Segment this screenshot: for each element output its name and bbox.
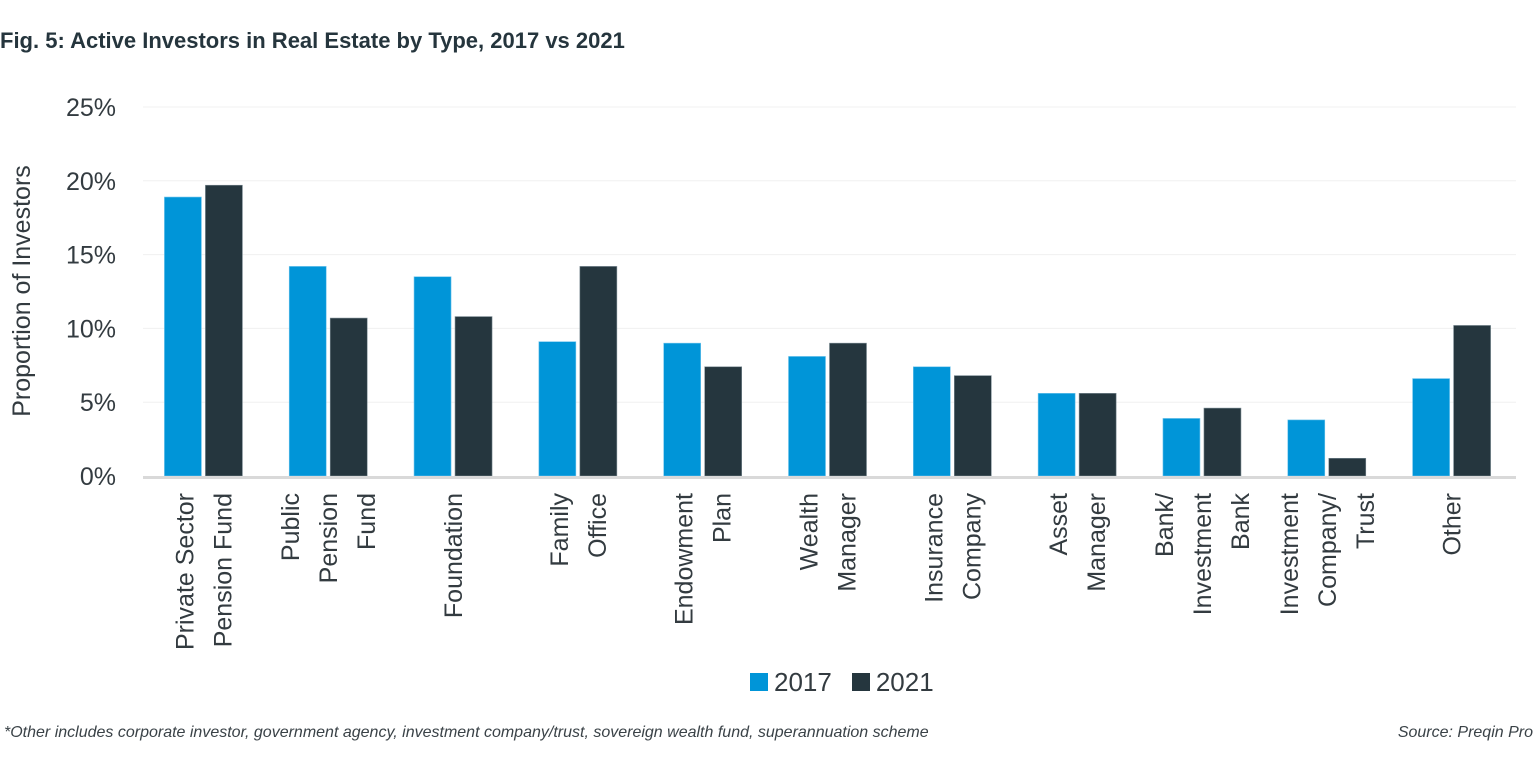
x-axis-labels: Private Sector Pension Fund Public Pension F… (171, 493, 1466, 651)
bar-2017[interactable] (788, 356, 826, 477)
bar-2021[interactable] (205, 184, 243, 477)
legend-swatch-2021 (851, 673, 870, 691)
bar-2021[interactable] (1328, 457, 1367, 477)
x-tick-label-line: Public (277, 493, 305, 561)
bar-2017[interactable] (663, 342, 701, 477)
bar-2021[interactable] (704, 366, 742, 477)
x-tick-label: Private Sector Pension Fund (171, 493, 237, 650)
legend-label-2021: 2021 (875, 666, 934, 697)
bars (164, 184, 1491, 477)
bar-2017[interactable] (1162, 418, 1201, 477)
x-tick-label-line: Trust (1352, 493, 1380, 549)
x-tick-label-line: Wealth (796, 493, 824, 570)
legend-item-2017[interactable]: 2017 (750, 667, 832, 698)
x-tick-label-line: Investment (1276, 493, 1304, 615)
bar-2017[interactable] (413, 276, 452, 477)
source-note: Source: Preqin Pro (1397, 724, 1533, 741)
x-tick-label: Investment Company/Trust (1276, 493, 1380, 615)
x-tick-label-line: Insurance (920, 493, 948, 603)
y-tick-label: 20% (66, 168, 116, 196)
x-tick-label-line: Other (1439, 493, 1467, 556)
bar-2017[interactable] (164, 196, 202, 477)
x-tick-label: Wealth Manager (796, 493, 862, 592)
x-tick-label-line: Bank/ (1151, 493, 1179, 557)
x-tick-label-line: Pension (315, 493, 343, 583)
x-tick-label-line: Fund (353, 493, 381, 550)
bar-2017[interactable] (1412, 378, 1450, 477)
bar-2021[interactable] (329, 317, 368, 477)
x-tick-label-line: Company (958, 493, 986, 600)
x-tick-label: Family Office (546, 493, 612, 567)
bar-2021[interactable] (454, 316, 493, 477)
x-tick-label-line: Manager (1083, 493, 1111, 592)
x-tick-label-line: Investment (1189, 493, 1217, 615)
x-tick-label-line: Endowment (671, 493, 699, 625)
footnote: *Other includes corporate investor, gove… (4, 724, 929, 741)
x-tick-label-line: Office (584, 493, 612, 558)
x-tick-label: Foundation (440, 493, 468, 618)
x-tick-label-line: Company/ (1314, 493, 1342, 607)
bar-2021[interactable] (1453, 325, 1491, 477)
legend-swatch-2017 (750, 673, 768, 691)
y-tick-label: 5% (80, 389, 116, 417)
y-tick-label: 25% (66, 94, 116, 122)
y-tick-label: 15% (66, 242, 116, 270)
bar-2021[interactable] (954, 375, 992, 477)
y-tick-label: 0% (80, 463, 116, 491)
x-tick-label: Bank/Investment Bank (1151, 493, 1255, 616)
x-tick-label: Insurance Company (920, 493, 986, 603)
x-tick-label: Other (1439, 493, 1467, 556)
bar-2021[interactable] (579, 266, 618, 477)
legend-item-2021[interactable]: 2021 (851, 666, 934, 698)
bar-2021[interactable] (1203, 407, 1242, 477)
bar-2017[interactable] (1287, 419, 1326, 477)
x-tick-label-line: Plan (709, 493, 737, 543)
y-axis-ticks: 0% 5% 10% 15% 20% 25% (66, 94, 116, 491)
bar-2017[interactable] (538, 341, 577, 477)
bar-2017[interactable] (1037, 393, 1076, 477)
x-tick-label: Public Pension Fund (277, 493, 381, 583)
x-tick-label-line: Asset (1045, 493, 1073, 556)
x-tick-label-line: Family (546, 493, 574, 567)
chart-title: Fig. 5: Active Investors in Real Estate … (0, 28, 625, 53)
y-tick-label: 10% (66, 315, 116, 343)
x-tick-label-line: Bank (1227, 493, 1255, 550)
legend-label-2017: 2017 (774, 666, 832, 697)
x-tick-label-line: Foundation (440, 493, 468, 618)
gridlines (143, 106, 1516, 403)
bar-2021[interactable] (1078, 393, 1117, 477)
x-tick-label-line: Manager (834, 493, 862, 592)
x-tick-label: Asset Manager (1045, 493, 1111, 592)
x-tick-label-line: Private Sector (171, 493, 199, 650)
legend: 2017 2021 (750, 666, 954, 698)
y-axis-label: Proportion of Investors (8, 165, 36, 417)
x-tick-label-line: Pension Fund (209, 493, 237, 647)
bar-2017[interactable] (913, 366, 951, 477)
x-tick-label: Endowment Plan (671, 493, 737, 625)
bar-2021[interactable] (829, 342, 867, 477)
bar-2017[interactable] (288, 266, 327, 477)
